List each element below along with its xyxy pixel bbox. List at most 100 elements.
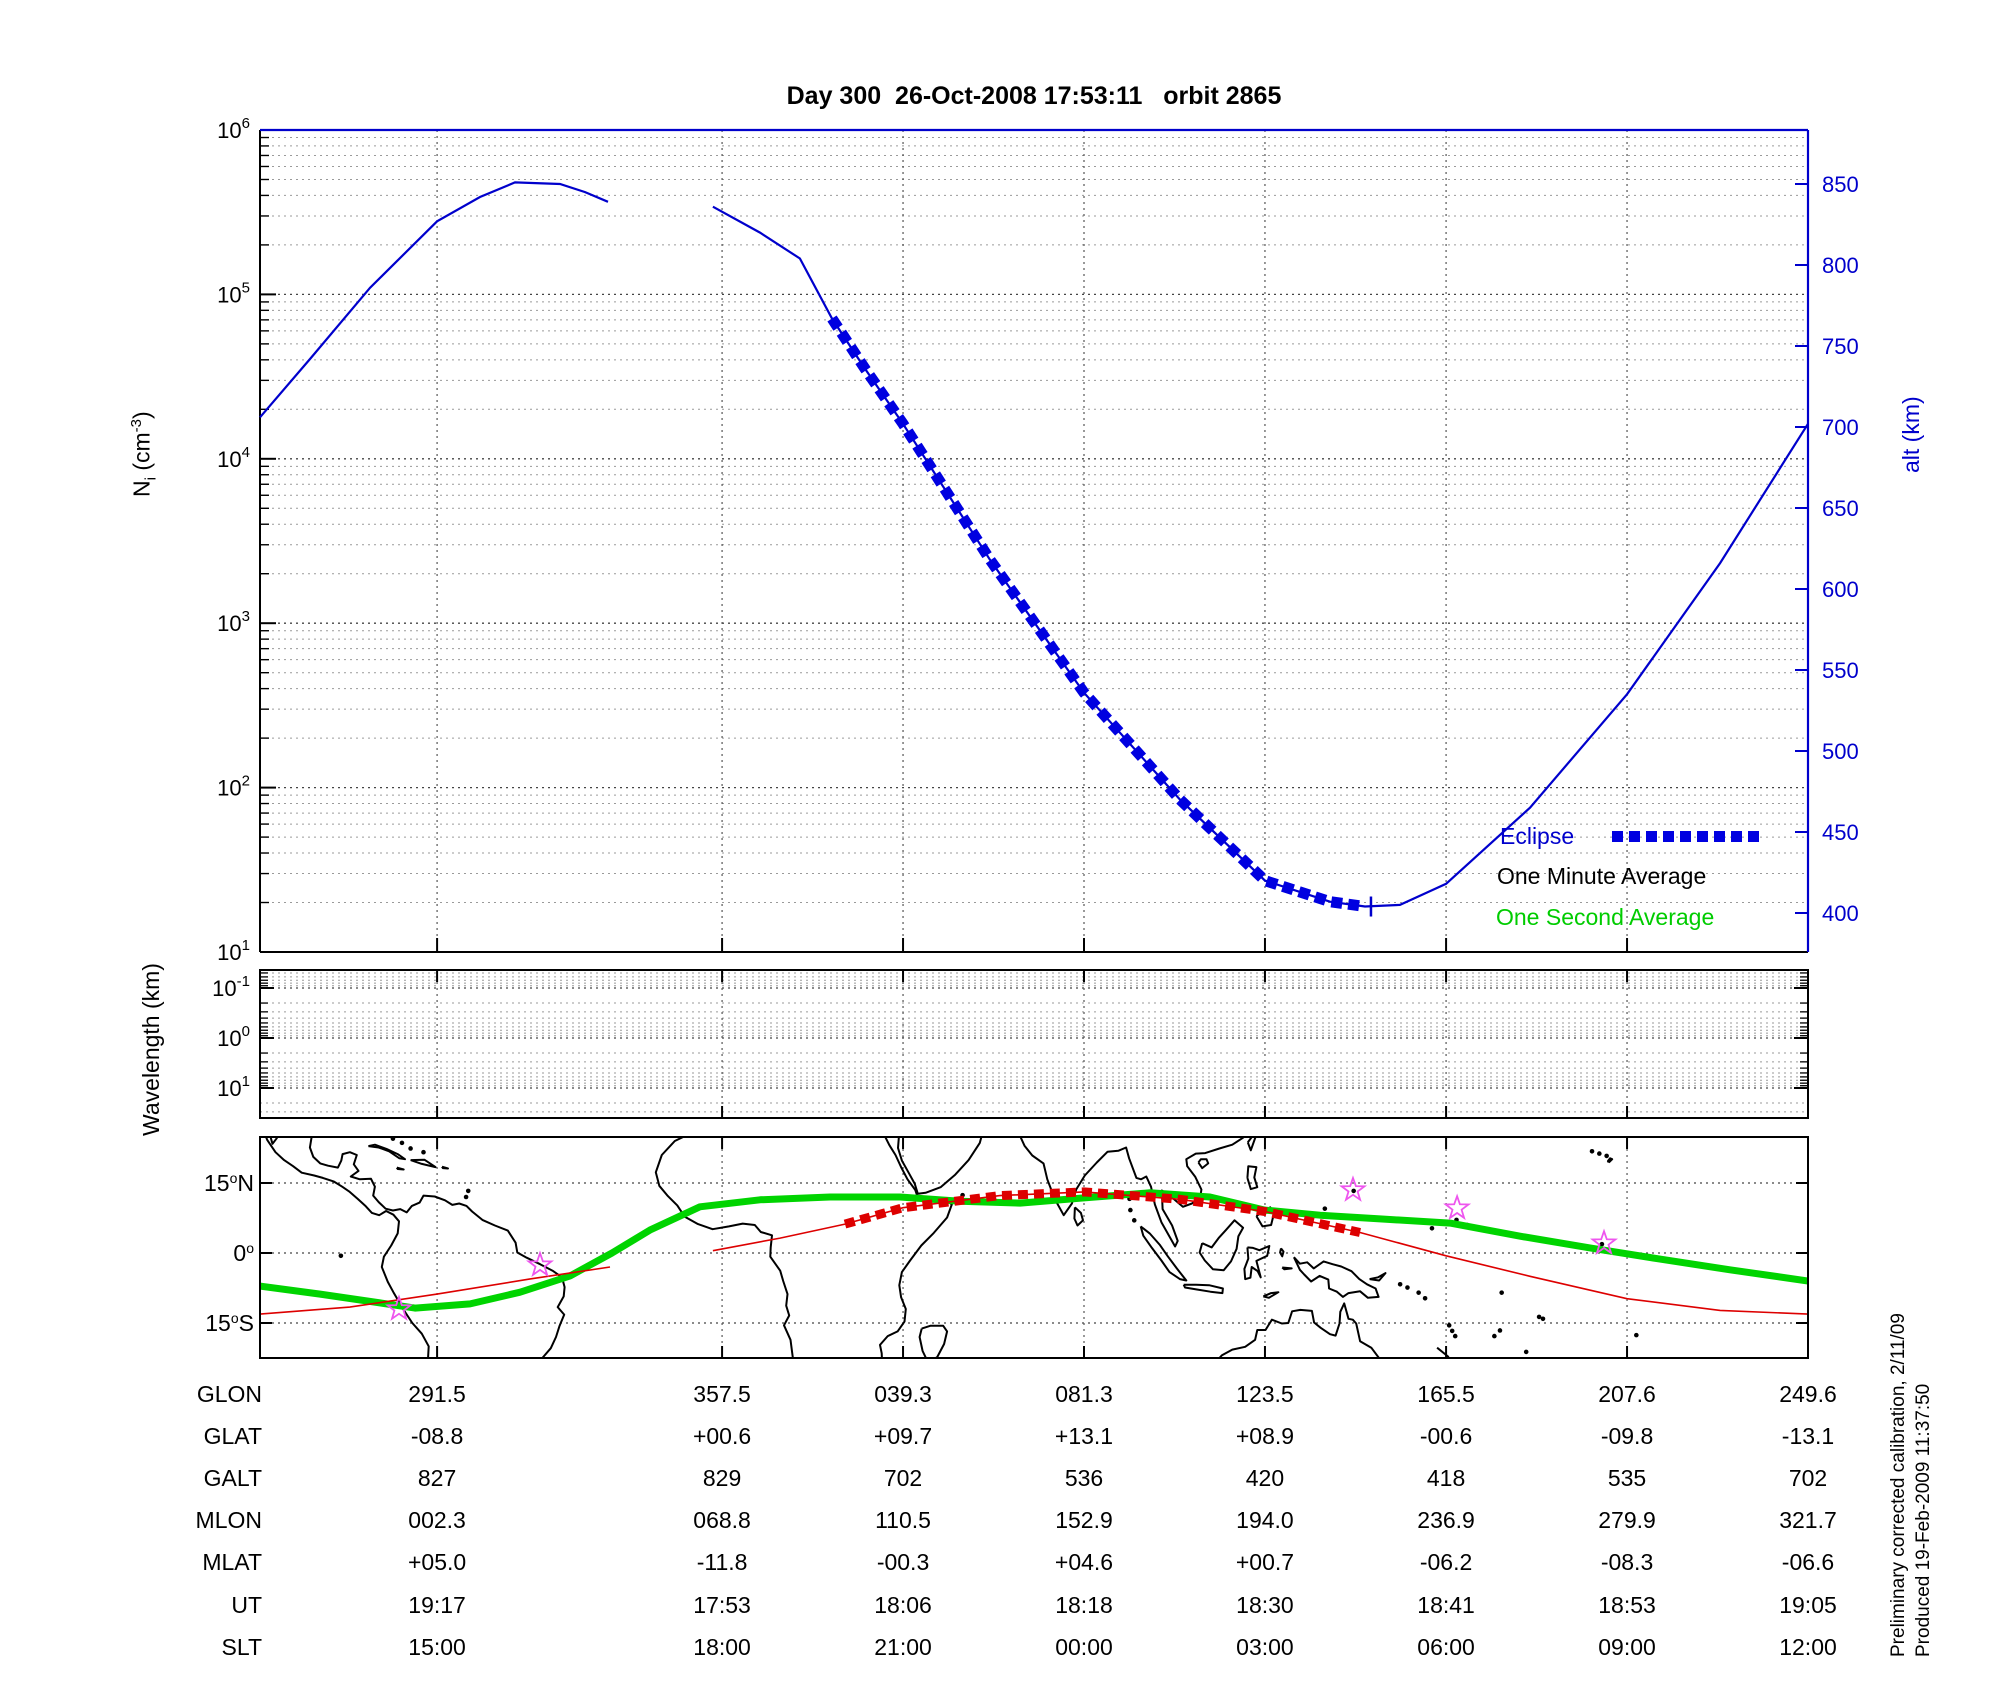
svg-text:450: 450 [1822, 820, 1859, 845]
map-ticks [260, 1137, 1808, 1358]
svg-text:100: 100 [217, 1023, 250, 1051]
table-cell: 19:17 [408, 1592, 466, 1618]
svg-text:550: 550 [1822, 658, 1859, 683]
svg-text:700: 700 [1822, 415, 1859, 440]
table-cell: -06.6 [1781, 1549, 1835, 1575]
table-cell: 039.3 [874, 1381, 932, 1407]
table-cell: 18:00 [693, 1634, 751, 1660]
table-row-label: SLT [221, 1634, 262, 1660]
svg-text:102: 102 [217, 773, 250, 801]
table-cell: -06.2 [1419, 1549, 1473, 1575]
table-cell: 357.5 [693, 1381, 751, 1407]
map-lat-labels: 15oN 0o 15oS [204, 1170, 254, 1336]
table-cell: 17:53 [693, 1592, 751, 1618]
footer-note-calibration: Preliminary corrected calibration, 2/11/… [1888, 1313, 1909, 1657]
table-cell: +08.9 [1235, 1423, 1295, 1449]
svg-text:0o: 0o [233, 1240, 254, 1266]
map-panel: 15oN 0o 15oS [204, 1136, 1809, 1359]
table-cell: 18:53 [1598, 1592, 1656, 1618]
table-row-label: MLON [195, 1507, 262, 1533]
table-cell: 21:00 [874, 1634, 932, 1660]
ground-track-line [260, 1191, 1808, 1315]
table-cell: -11.8 [696, 1549, 748, 1575]
svg-text:101: 101 [217, 1073, 250, 1101]
altitude-axis-label: alt (km) [1898, 396, 1924, 473]
table-cell: +13.1 [1054, 1423, 1114, 1449]
altitude-tick-labels: 850 800 750 700 650 600 550 500 450 400 [1822, 172, 1859, 926]
svg-text:850: 850 [1822, 172, 1859, 197]
table-cell: 123.5 [1236, 1381, 1294, 1407]
table-cell: 110.5 [875, 1507, 931, 1533]
footer-note-produced: Produced 19-Feb-2009 11:37:50 [1913, 1383, 1934, 1657]
table-cell: 249.6 [1779, 1381, 1837, 1407]
table-cell: -08.8 [410, 1423, 464, 1449]
table-cell: 00:00 [1055, 1634, 1113, 1660]
wavelength-tick-labels: 10-1 100 101 [212, 973, 250, 1101]
ground-station-star [1443, 1193, 1472, 1221]
wavelength-gridlines [260, 970, 1808, 1118]
svg-text:101: 101 [217, 937, 250, 965]
eclipse-segment [827, 315, 1373, 917]
table-row-label: UT [231, 1592, 262, 1618]
table-cell: 321.7 [1779, 1507, 1837, 1533]
table-row-label: GLON [196, 1381, 262, 1407]
svg-text:106: 106 [217, 115, 250, 143]
svg-text:800: 800 [1822, 253, 1859, 278]
table-cell: 291.5 [408, 1381, 466, 1407]
wavelength-axis-label: Wavelength (km) [138, 963, 164, 1136]
table-cell: +05.0 [407, 1549, 467, 1575]
table-cell: 279.9 [1598, 1507, 1656, 1533]
magnetic-equator-line [260, 1189, 1808, 1312]
table-cell: +00.6 [692, 1423, 752, 1449]
table-cell: 18:06 [874, 1592, 932, 1618]
table-cell: 236.9 [1417, 1507, 1475, 1533]
table-cell: -13.1 [1781, 1423, 1835, 1449]
legend-one-minute-label: One Minute Average [1497, 863, 1707, 889]
table-cell: 152.9 [1055, 1507, 1113, 1533]
table-cell: 12:00 [1779, 1634, 1837, 1660]
ground-track-eclipse [843, 1187, 1361, 1237]
table-cell: 19:05 [1779, 1592, 1837, 1618]
table-cell: 535 [1607, 1465, 1647, 1491]
ground-station-star [1590, 1228, 1619, 1256]
table-cell: -08.3 [1600, 1549, 1654, 1575]
table-row-label: GALT [203, 1465, 262, 1491]
table-cell: 09:00 [1598, 1634, 1656, 1660]
ground-station-star [1338, 1175, 1368, 1202]
station-stars [385, 1175, 1619, 1321]
table-cell: 06:00 [1417, 1634, 1475, 1660]
table-cell: +04.6 [1054, 1549, 1114, 1575]
table-cell: 702 [1788, 1465, 1828, 1491]
table-cell: 15:00 [408, 1634, 466, 1660]
svg-text:500: 500 [1822, 739, 1859, 764]
table-cell: 829 [702, 1465, 742, 1491]
table-cell: 068.8 [693, 1507, 751, 1533]
ground-station-star [385, 1294, 413, 1321]
table-cell: +00.7 [1235, 1549, 1295, 1575]
top-panel-ticks [260, 129, 1808, 953]
svg-text:105: 105 [217, 279, 250, 307]
coastlines [264, 1137, 1639, 1358]
svg-text:650: 650 [1822, 496, 1859, 521]
top-panel-gridlines [260, 130, 1808, 953]
table-cell: -00.3 [876, 1549, 930, 1575]
svg-text:750: 750 [1822, 334, 1859, 359]
table-cell: 420 [1245, 1465, 1285, 1491]
legend-eclipse-label: Eclipse [1500, 823, 1575, 849]
table-cell: -00.6 [1419, 1423, 1473, 1449]
table-cell: 18:18 [1055, 1592, 1113, 1618]
top-panel: 106 105 104 103 102 101 850 800 750 700 650 600 550 5… [217, 115, 1859, 965]
table-cell: 194.0 [1236, 1507, 1294, 1533]
svg-text:103: 103 [217, 608, 250, 636]
table-cell: 165.5 [1417, 1381, 1475, 1407]
table-cell: 702 [883, 1465, 923, 1491]
table-cell: 536 [1064, 1465, 1104, 1491]
legend-eclipse-marker [1612, 831, 1764, 842]
table-cell: 002.3 [408, 1507, 466, 1533]
svg-text:600: 600 [1822, 577, 1859, 602]
svg-text:10-1: 10-1 [212, 973, 250, 1001]
table-cell: 207.6 [1598, 1381, 1656, 1407]
svg-text:15oS: 15oS [205, 1310, 254, 1336]
